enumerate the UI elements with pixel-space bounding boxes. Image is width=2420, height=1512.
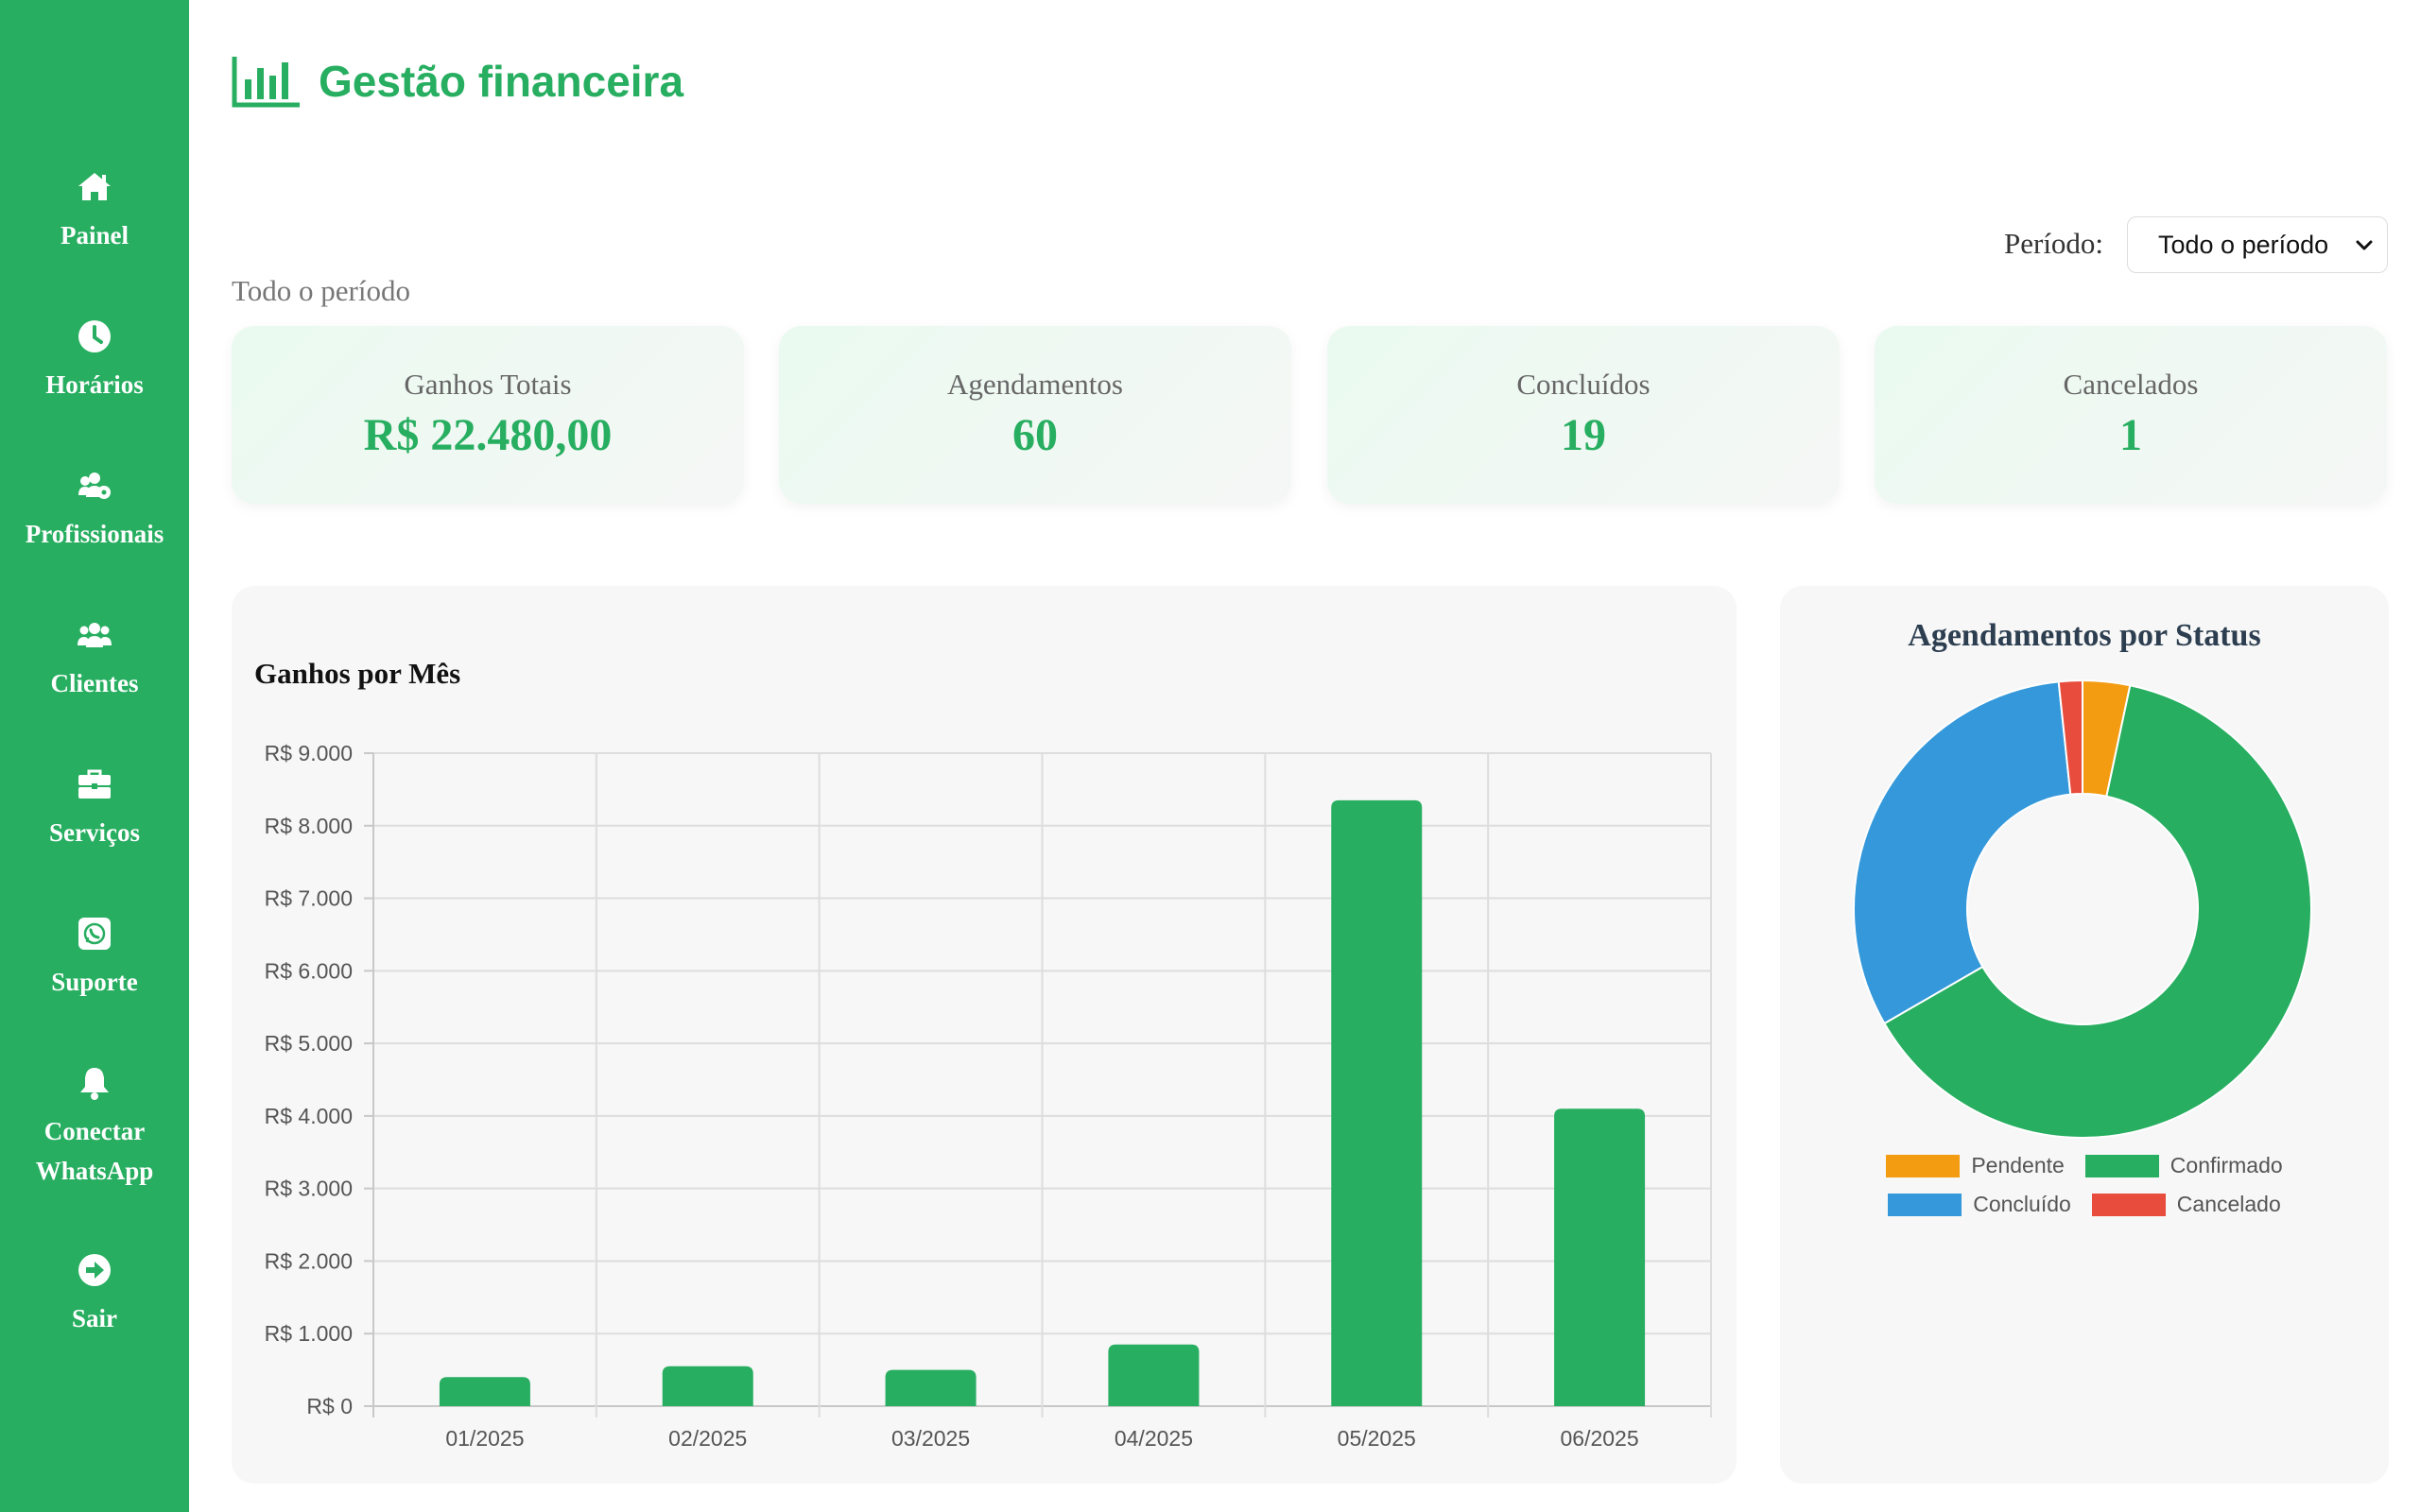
sidebar-item-label: Conectar WhatsApp	[35, 1117, 154, 1185]
x-tick-label: 02/2025	[668, 1426, 747, 1451]
sidebar-item-clientes[interactable]: Clientes	[0, 616, 189, 703]
slice-concluído[interactable]	[1853, 680, 2072, 1025]
bar-05/2025[interactable]	[1331, 799, 1423, 1406]
earnings-bar-chart: R$ 0 R$ 1.000 R$ 2.000 R$ 3.000 R$ 4.000 R$ 5…	[265, 741, 1712, 1451]
bell-icon	[76, 1064, 113, 1102]
y-tick-label: R$ 7.000	[265, 886, 353, 911]
legend-label: Cancelado	[2176, 1192, 2281, 1216]
legend-item-confirmado[interactable]: Confirmado	[2084, 1153, 2283, 1178]
y-tick-label: R$ 5.000	[265, 1031, 353, 1056]
x-tick-label: 03/2025	[891, 1426, 970, 1451]
y-tick-label: R$ 4.000	[265, 1104, 353, 1128]
sidebar-item-label: Painel	[60, 221, 129, 249]
sidebar-item-horarios[interactable]: Horários	[0, 318, 189, 404]
stat-value: 60	[1012, 410, 1058, 460]
sidebar-item-label: Clientes	[50, 669, 139, 697]
x-tick-label: 06/2025	[1561, 1426, 1639, 1451]
sidebar-item-profissionais[interactable]: Profissionais	[0, 467, 189, 554]
legend-swatch	[2084, 1154, 2159, 1177]
status-chart-panel: Agendamentos por Status Pendente Confirm…	[1780, 586, 2389, 1484]
legend-label: Confirmado	[2169, 1153, 2283, 1177]
legend-swatch	[1888, 1193, 1962, 1216]
sidebar-item-label: Horários	[45, 370, 144, 399]
stat-label: Cancelados	[2063, 368, 2199, 401]
y-tick-label: R$ 2.000	[265, 1248, 353, 1273]
sidebar-item-servicos[interactable]: Serviços	[0, 765, 189, 852]
sidebar-item-label: Profissionais	[25, 520, 164, 548]
x-tick-label: 05/2025	[1338, 1426, 1416, 1451]
y-tick-label: R$ 0	[306, 1394, 353, 1418]
sidebar: Painel Horários Profissionais Clientes S…	[0, 0, 189, 1512]
whatsapp-icon	[76, 915, 113, 953]
chart-bar-icon	[232, 55, 302, 108]
stat-card-ganhos-totais: Ganhos Totais R$ 22.480,00	[232, 326, 744, 504]
period-label: Período:	[2004, 227, 2104, 260]
bar-04/2025[interactable]	[1108, 1344, 1200, 1406]
page-title: Gestão financeira	[319, 57, 684, 106]
stat-card-agendamentos: Agendamentos 60	[779, 326, 1291, 504]
bar-01/2025[interactable]	[439, 1377, 530, 1406]
stat-label: Agendamentos	[947, 368, 1123, 401]
clock-icon	[76, 318, 113, 355]
earnings-chart-panel: Ganhos por Mês R$ 0 R$ 1.000 R$ 2.000 R$ 3.…	[232, 586, 1737, 1484]
sidebar-item-sair[interactable]: Sair	[0, 1251, 189, 1338]
chart-legend: Pendente Confirmado Concluído Cancelado	[1780, 1153, 2389, 1230]
status-donut-chart	[1853, 679, 2312, 1139]
y-tick-label: R$ 6.000	[265, 958, 353, 983]
legend-label: Concluído	[1973, 1192, 2071, 1216]
legend-label: Pendente	[1971, 1153, 2065, 1177]
sidebar-item-suporte[interactable]: Suporte	[0, 915, 189, 1002]
page-header: Gestão financeira	[232, 53, 683, 110]
stat-value: 1	[2119, 410, 2142, 460]
stat-label: Ganhos Totais	[404, 368, 572, 401]
period-select-value: Todo o período	[2158, 230, 2329, 259]
chart-title: Ganhos por Mês	[254, 657, 461, 690]
sign-out-icon	[76, 1251, 113, 1289]
y-tick-label: R$ 3.000	[265, 1177, 353, 1201]
stat-card-cancelados: Cancelados 1	[1875, 326, 2387, 504]
y-tick-label: R$ 9.000	[265, 741, 353, 765]
period-caption: Todo o período	[232, 274, 410, 307]
bar-02/2025[interactable]	[662, 1366, 753, 1406]
legend-item-cancelado[interactable]: Cancelado	[2091, 1192, 2281, 1217]
sidebar-item-label: Serviços	[49, 818, 140, 847]
stat-card-concluidos: Concluídos 19	[1327, 326, 1840, 504]
sidebar-item-label: Sair	[71, 1304, 117, 1332]
slice-confirmado[interactable]	[1883, 684, 2312, 1139]
slice-cancelado[interactable]	[2057, 679, 2083, 796]
legend-swatch	[2091, 1193, 2166, 1216]
chart-title: Agendamentos por Status	[1908, 618, 2261, 653]
x-tick-label: 04/2025	[1115, 1426, 1193, 1451]
y-tick-label: R$ 8.000	[265, 814, 353, 838]
briefcase-icon	[76, 765, 113, 803]
sidebar-item-painel[interactable]: Painel	[0, 168, 189, 255]
stat-label: Concluídos	[1516, 368, 1651, 401]
sidebar-item-label: Suporte	[51, 968, 138, 996]
legend-item-concluido[interactable]: Concluído	[1888, 1192, 2071, 1217]
period-select[interactable]: Todo o período	[2127, 216, 2388, 273]
users-icon	[76, 616, 113, 654]
legend-item-pendente[interactable]: Pendente	[1886, 1153, 2065, 1178]
bar-06/2025[interactable]	[1554, 1108, 1646, 1406]
bar-03/2025[interactable]	[885, 1369, 977, 1406]
y-tick-label: R$ 1.000	[265, 1321, 353, 1346]
stat-value: R$ 22.480,00	[363, 410, 613, 460]
x-tick-label: 01/2025	[445, 1426, 524, 1451]
chevron-down-icon	[2353, 234, 2376, 257]
stat-value: 19	[1561, 410, 1606, 460]
legend-swatch	[1886, 1154, 1961, 1177]
users-cog-icon	[76, 467, 113, 505]
home-icon	[76, 168, 113, 206]
sidebar-item-conectar-whatsapp[interactable]: Conectar WhatsApp	[0, 1064, 189, 1191]
